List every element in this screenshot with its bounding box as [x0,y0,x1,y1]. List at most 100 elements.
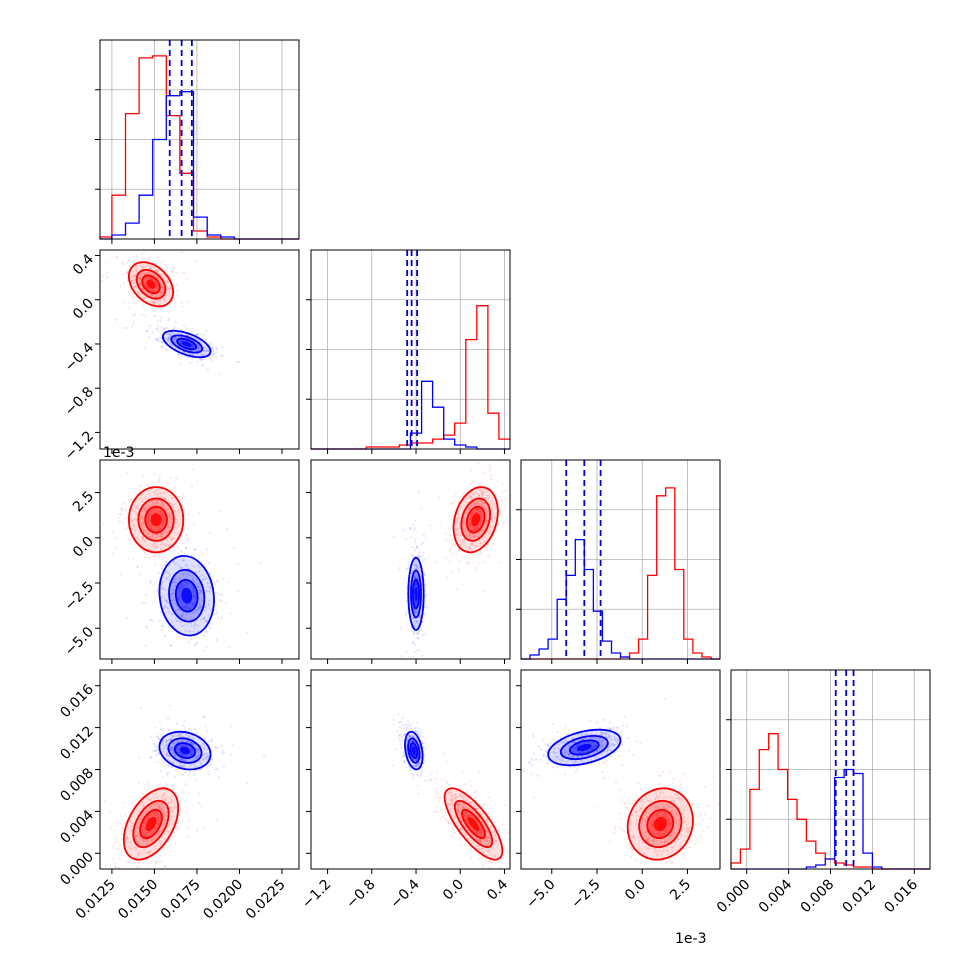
density-red-3 [653,816,667,832]
xtick-label-2-0: −5.0 [523,877,558,912]
contour-blue-2 [568,739,600,756]
contour-panel-1-2 [407,486,499,632]
xtick-label-3-2: 0.008 [798,877,838,917]
ytick-label-3-1: 0.004 [57,807,97,847]
xtick-label-3-4: 0.016 [881,876,921,916]
scatter-panel-0-1 [100,250,240,375]
tick-layer [95,89,915,874]
xtick-label-0-1: 0.0150 [115,877,161,923]
contour-blue-2 [411,578,420,610]
density-red-3 [150,513,162,527]
contour-blue-0 [161,329,212,359]
contour-panel-0-1 [127,261,212,359]
contour-blue-0 [404,730,424,771]
ytick-label-2-0: −5.0 [62,624,97,659]
ytick-label-3-3: 0.012 [57,723,97,763]
frame-layer [99,39,931,870]
ytick-label-2-1: −2.5 [62,579,97,614]
xtick-label-1-0: −1.2 [299,877,334,912]
contour-panel-0-2 [128,486,215,637]
histogram-blue-param-2 [521,538,720,660]
contour-red-1 [460,497,491,542]
panel-frame-3-2 [520,669,721,870]
histogram-red-param-1 [311,305,510,450]
ytick-label-1-4: 0.4 [70,251,97,278]
contour-blue-1 [410,569,422,619]
contour-panel-1-3 [404,730,504,861]
density-blue-3 [577,743,592,752]
contour-red-1 [132,799,170,849]
contour-blue-1 [407,737,421,764]
ytick-label-2-3: 2.5 [70,488,97,515]
xtick-label-2-1: −2.5 [568,877,603,912]
xtick-label-0-4: 0.0225 [243,877,289,923]
ytick-label-1-1: −0.8 [62,384,97,419]
panel-frame-2-1 [310,459,511,660]
density-blue-3 [181,587,193,604]
density-blue-3 [181,341,192,347]
xtick-label-2-3: 2.5 [667,877,694,904]
density-blue-3 [179,746,191,755]
xtick-label-1-1: −0.8 [343,877,378,912]
xtick-label-3-0: 0.000 [714,877,754,917]
contour-red-2 [139,808,163,840]
density-red-3 [467,816,480,832]
contour-red-2 [141,274,161,295]
contour-panel-2-3 [547,728,694,861]
xtick-label-3-3: 0.012 [840,877,880,917]
contour-blue-2 [176,337,198,351]
xtick-label-1-3: 0.0 [440,877,467,904]
contour-red-0 [128,486,185,554]
contour-red-1 [135,269,167,300]
xtick-label-0-2: 0.0175 [158,877,204,923]
contour-blue-0 [158,730,212,771]
xtick-label-1-2: −0.4 [388,876,423,911]
contour-blue-2 [174,578,199,613]
histogram-layer [99,40,930,870]
xtick-label-2-2: 0.0 [622,877,649,904]
contour-red-2 [465,505,486,534]
xtick-label-0-3: 0.0200 [200,877,246,923]
contour-blue-0 [407,556,425,632]
ytick-label-2-2: 0.0 [70,534,97,561]
histogram-red-param-2 [521,487,720,660]
xtick-label-1-4: 0.4 [484,876,511,903]
ytick-label-1-3: 0.0 [70,296,97,323]
panel-frame-2-0 [99,459,300,660]
density-panel-0-2 [128,487,214,636]
contour-panel-0-3 [122,730,212,861]
histogram-blue-param-1 [311,380,510,450]
contour-blue-1 [167,737,203,764]
density-blue-3 [414,586,418,602]
contour-red-0 [122,787,180,861]
contour-blue-1 [559,734,609,761]
ytick-label-3-2: 0.008 [57,765,97,805]
grid-layer [100,40,930,869]
contour-blue-2 [409,742,419,760]
contour-blue-2 [173,742,197,760]
ytick-label-3-4: 0.016 [57,681,97,721]
density-red-3 [145,816,157,832]
contour-red-1 [137,497,175,542]
contour-red-2 [144,505,168,534]
contour-red-0 [443,787,504,861]
density-panel-2-3 [548,729,693,860]
offset-label-param-1: 1e-3 [103,445,134,461]
density-blue-3 [412,746,416,755]
density-red-3 [146,279,156,289]
panel-frame-1-0 [99,249,300,450]
contour-blue-0 [158,554,215,637]
contour-blue-0 [547,728,622,767]
density-panel-1-3 [404,731,503,860]
contour-red-2 [646,808,675,840]
contour-red-1 [638,799,683,849]
contour-blue-1 [170,334,204,354]
density-panel-0-1 [128,262,211,358]
xtick-label-0-0: 0.0125 [73,877,119,923]
contour-red-2 [461,808,486,840]
density-red-3 [471,513,481,527]
contour-red-1 [453,799,494,849]
contour-red-0 [452,486,499,554]
contour-blue-1 [168,568,206,623]
